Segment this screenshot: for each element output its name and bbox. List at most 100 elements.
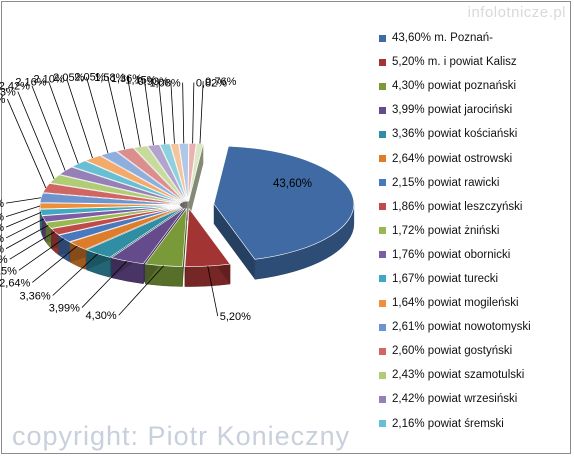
pie-slice <box>50 206 181 236</box>
legend-swatch <box>379 251 386 259</box>
leader-line <box>85 76 109 154</box>
leader-line <box>52 253 98 296</box>
legend-entry: 3,36% powiat kościański <box>379 122 569 146</box>
legend-entry: 2,60% powiat gostyński <box>379 339 569 363</box>
pie-slice <box>42 183 181 205</box>
legend-swatch <box>379 299 386 307</box>
legend-swatch <box>379 130 386 138</box>
data-label: 1,67% <box>0 222 4 234</box>
legend-label: 1,86% powiat leszczyński <box>392 200 523 213</box>
legend-swatch <box>379 420 386 428</box>
legend-label: 2,42% powiat wrzesiński <box>392 393 518 406</box>
pie-slice-wall <box>213 203 255 280</box>
legend-entry: 1,76% powiat obornicki <box>379 243 569 267</box>
data-label: 1,08% <box>149 78 180 90</box>
legend-swatch <box>379 82 386 90</box>
legend-label: 3,99% powiat jarociński <box>392 104 513 117</box>
legend-entry: 2,16% powiat śremski <box>379 412 569 436</box>
legend-entry: 2,15% powiat rawicki <box>379 171 569 195</box>
legend-label: 2,16% powiat śremski <box>392 417 504 430</box>
pie-slice <box>187 143 197 202</box>
legend-label: 2,61% powiat nowotomyski <box>392 321 531 334</box>
legend-swatch <box>379 323 386 331</box>
legend-label: 1,76% powiat obornicki <box>392 248 511 261</box>
pie-slice <box>213 145 355 260</box>
legend-swatch <box>379 347 386 355</box>
data-label: 1,15% <box>125 74 156 86</box>
legend-entry: 2,42% powiat wrzesiński <box>379 387 569 411</box>
legend-swatch <box>379 371 386 379</box>
legend-label: 2,15% powiat rawicki <box>392 176 500 189</box>
pie-slice <box>58 206 182 243</box>
data-label: 0,76% <box>205 76 236 88</box>
data-label: 2,60% <box>0 94 6 106</box>
leader-line <box>81 260 128 308</box>
legend-label: 1,67% powiat turecki <box>392 272 499 285</box>
legend-swatch <box>379 155 386 163</box>
data-label: 2,43% <box>0 87 16 99</box>
data-label: 1,86% <box>0 254 8 266</box>
data-label: 2,64% <box>0 277 31 289</box>
pie-slice <box>71 160 183 203</box>
leader-line <box>66 78 93 159</box>
pie-slice <box>39 192 181 205</box>
leader-line <box>170 80 175 144</box>
leader-line <box>199 81 204 144</box>
legend-swatch <box>379 106 386 114</box>
site-watermark: infolotnicze.pl <box>467 4 566 21</box>
pie-slice <box>49 174 181 204</box>
legend-swatch <box>379 203 386 211</box>
legend-entry: 1,67% powiat turecki <box>379 267 569 291</box>
pie-slice <box>41 205 181 223</box>
data-label: 1,64% <box>0 212 4 224</box>
pie-slice <box>85 207 184 258</box>
leader-line <box>32 245 78 283</box>
data-label: 3,99% <box>49 303 80 315</box>
data-label: 1,72% <box>0 244 4 256</box>
data-label: 4,30% <box>86 310 117 322</box>
pie-slice <box>144 207 188 267</box>
data-label: 3,36% <box>20 291 51 303</box>
legend-entry: 2,64% powiat ostrowski <box>379 146 569 170</box>
data-label: 2,05% <box>74 71 105 83</box>
legend-label: 43,60% m. Poznań- <box>392 32 494 45</box>
legend-swatch <box>379 58 386 66</box>
legend-swatch <box>379 275 386 283</box>
pie-slice <box>184 207 231 267</box>
data-label: 1,76% <box>0 233 4 245</box>
legend-swatch <box>379 227 386 235</box>
legend-entry: 1,72% powiat żniński <box>379 219 569 243</box>
pie-slice <box>84 155 183 203</box>
legend-entry: 2,43% powiat szamotulski <box>379 363 569 387</box>
leader-line <box>5 225 49 249</box>
chart-legend: 43,60% m. Poznań- 5,20% m. i powiat Kalis… <box>379 26 569 436</box>
legend-label: 2,64% powiat ostrowski <box>392 152 513 165</box>
pie-slice <box>69 207 183 250</box>
leader-line <box>192 82 195 144</box>
legend-entry: 1,64% powiat mogileński <box>379 291 569 315</box>
legend-label: 5,20% m. i powiat Kalisz <box>392 56 517 69</box>
leader-line <box>5 205 41 218</box>
legend-swatch <box>379 179 386 187</box>
pie-slice-wall <box>188 143 204 222</box>
legend-label: 4,30% powiat poznański <box>392 80 517 93</box>
data-label: 2,10% <box>33 74 64 86</box>
leader-line <box>118 265 165 316</box>
legend-label: 2,60% powiat gostyński <box>392 345 513 358</box>
data-label: 2,61% <box>0 198 4 210</box>
leader-line <box>31 85 66 171</box>
data-label: 1,36% <box>111 73 142 85</box>
leader-line <box>127 76 141 147</box>
legend-label: 3,36% powiat kościański <box>392 128 518 141</box>
data-label: 1,58% <box>94 72 125 84</box>
legend-label: 1,64% powiat mogileński <box>392 297 519 310</box>
legend-swatch <box>379 395 386 403</box>
data-label: 43,60% <box>273 178 312 190</box>
data-label: 5,20% <box>220 311 251 323</box>
legend-entry: 5,20% m. i powiat Kalisz <box>379 50 569 74</box>
leader-line <box>5 218 45 239</box>
legend-entry: 43,60% m. Poznań- <box>379 26 569 50</box>
leader-line <box>7 98 47 189</box>
leader-line <box>158 79 166 145</box>
